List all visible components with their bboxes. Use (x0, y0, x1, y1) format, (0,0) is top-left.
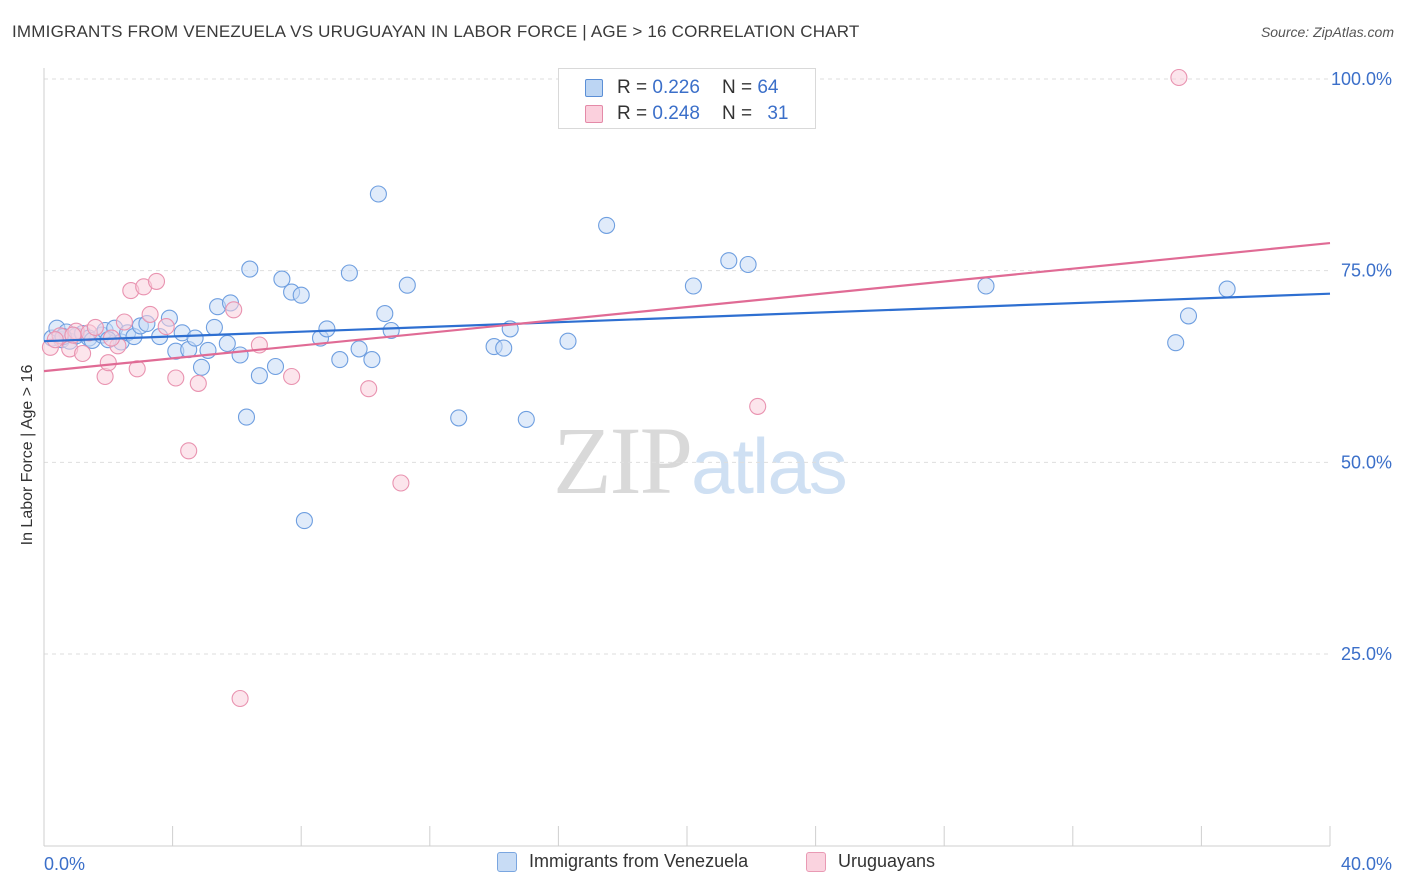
legend-swatch-venezuela (497, 851, 517, 872)
series-legend: Immigrants from Venezuela Uruguayans (0, 851, 1406, 877)
data-point-venezuela (977, 277, 995, 295)
data-point-venezuela (350, 340, 368, 358)
data-point-uruguayans (86, 318, 104, 336)
data-point-uruguayans (157, 318, 175, 336)
data-point-venezuela (495, 339, 513, 357)
legend-item-uruguayans[interactable]: Uruguayans (806, 851, 935, 872)
source-credit: Source: ZipAtlas.com (1260, 24, 1394, 40)
data-point-venezuela (241, 260, 259, 278)
stats-n-value: 64 (757, 77, 779, 98)
stats-r-value: 0.248 (652, 103, 700, 124)
data-point-uruguayans (749, 397, 767, 415)
data-point-uruguayans (167, 369, 185, 387)
stats-r-value: 0.226 (652, 77, 700, 98)
data-point-venezuela (517, 410, 535, 428)
watermark: ZIPatlas (553, 405, 848, 516)
x-tick-label: 40.0% (1341, 854, 1392, 874)
data-point-venezuela (292, 286, 310, 304)
data-point-uruguayans (1170, 68, 1188, 87)
data-point-uruguayans (231, 689, 249, 708)
stats-swatch-uruguayans (585, 105, 603, 123)
data-point-uruguayans (141, 305, 159, 323)
data-point-venezuela (720, 252, 738, 270)
legend-label-uruguayans: Uruguayans (838, 851, 936, 871)
data-point-venezuela (266, 357, 285, 376)
stats-swatch-venezuela (585, 79, 603, 97)
legend-swatch-uruguayans (806, 851, 826, 872)
data-point-venezuela (295, 512, 313, 530)
data-point-venezuela (398, 276, 416, 294)
trend-line-venezuela (43, 292, 1331, 343)
data-point-venezuela (231, 346, 249, 364)
stats-n-value: 31 (767, 103, 789, 124)
data-point-uruguayans (225, 301, 243, 319)
stats-n-label: N = (721, 103, 753, 124)
data-point-venezuela (363, 351, 381, 369)
y-tick-label: 100.0% (1331, 69, 1392, 89)
data-point-uruguayans (392, 474, 410, 492)
stats-legend: R = 0.226 N = 64 R = 0.248 N = 31 (558, 68, 816, 129)
data-point-venezuela (318, 320, 336, 338)
data-point-venezuela (598, 216, 616, 234)
data-point-uruguayans (115, 313, 133, 331)
y-tick-label: 50.0% (1341, 452, 1392, 472)
data-point-venezuela (192, 358, 211, 376)
stats-r-label: R = (617, 103, 648, 124)
data-point-uruguayans (360, 380, 378, 398)
data-point-venezuela (218, 334, 236, 353)
stats-r-label: R = (617, 77, 648, 98)
watermark-zip: ZIP (553, 407, 693, 514)
data-point-venezuela (205, 318, 223, 336)
stats-n-label: N = (721, 77, 753, 98)
x-tick-label: 0.0% (44, 854, 85, 874)
legend-item-venezuela[interactable]: Immigrants from Venezuela (497, 851, 748, 872)
data-point-venezuela (1218, 280, 1236, 298)
trend-line-uruguayans (43, 241, 1331, 373)
data-point-uruguayans (74, 344, 92, 363)
data-point-venezuela (369, 185, 387, 203)
data-point-venezuela (340, 264, 358, 282)
data-point-venezuela (684, 277, 702, 295)
data-point-venezuela (1179, 307, 1198, 325)
y-tick-label: 75.0% (1341, 261, 1392, 281)
data-point-venezuela (376, 305, 394, 323)
watermark-atlas: atlas (691, 422, 848, 510)
legend-label-venezuela: Immigrants from Venezuela (529, 851, 749, 871)
chart-title: IMMIGRANTS FROM VENEZUELA VS URUGUAYAN I… (12, 22, 860, 41)
stats-row-venezuela: R = 0.226 N = 64 (585, 77, 778, 99)
data-point-uruguayans (99, 354, 117, 372)
data-point-uruguayans (180, 442, 198, 460)
data-point-venezuela (450, 409, 468, 427)
data-point-uruguayans (147, 272, 166, 290)
data-point-venezuela (186, 329, 204, 347)
data-point-venezuela (250, 367, 268, 385)
data-point-uruguayans (283, 367, 301, 386)
data-point-venezuela (382, 321, 400, 340)
y-tick-label: 25.0% (1341, 644, 1392, 664)
stats-row-uruguayans: R = 0.248 N = 31 (585, 103, 788, 125)
data-point-venezuela (1167, 334, 1185, 352)
data-point-uruguayans (189, 374, 207, 392)
data-point-venezuela (237, 408, 256, 426)
data-point-venezuela (273, 270, 291, 288)
data-point-venezuela (331, 351, 349, 369)
data-point-venezuela (559, 332, 577, 350)
data-point-venezuela (739, 255, 757, 274)
